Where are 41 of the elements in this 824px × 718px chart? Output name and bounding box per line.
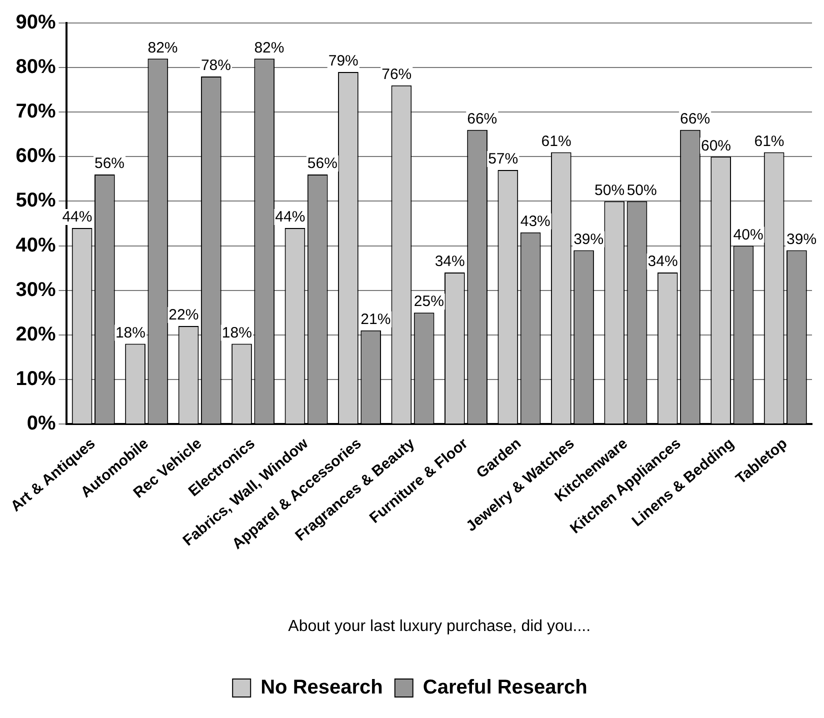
data-label: 66% (467, 110, 498, 128)
data-label: 78% (200, 57, 231, 74)
legend-label: Careful Research (422, 676, 588, 699)
data-label: 18% (222, 324, 252, 342)
data-label: 34% (648, 253, 678, 270)
y-tick-label: 60% (16, 145, 56, 168)
data-label: 39% (574, 230, 604, 248)
data-label: 18% (115, 324, 146, 342)
data-label: 21% (360, 311, 391, 328)
y-tick-label: 80% (16, 56, 56, 78)
y-tick-label: 50% (16, 190, 56, 212)
data-label: 56% (94, 155, 125, 172)
data-label: 82% (148, 39, 178, 56)
y-tick-label: 40% (16, 234, 56, 256)
y-tick-label: 20% (16, 323, 56, 346)
data-label: 76% (382, 66, 412, 84)
data-label: 61% (754, 132, 784, 150)
data-label: 40% (733, 226, 764, 244)
data-label: 34% (434, 253, 465, 270)
data-label: 22% (168, 306, 199, 324)
data-label: 44% (62, 208, 92, 226)
data-label: 60% (701, 137, 732, 154)
data-label: 57% (488, 150, 518, 168)
legend-label: No Research (260, 676, 383, 699)
data-label: 79% (328, 52, 358, 70)
data-label: 61% (541, 132, 572, 150)
data-label: 50% (626, 182, 657, 199)
y-tick-label: 70% (16, 100, 56, 123)
data-label: 43% (520, 213, 550, 230)
data-label: 66% (680, 110, 710, 128)
data-label: 39% (786, 230, 817, 248)
y-tick-label: 10% (16, 368, 56, 390)
y-tick-label: 30% (16, 278, 56, 301)
data-label: 25% (414, 293, 444, 310)
data-label: 44% (275, 208, 306, 226)
data-label: 50% (594, 182, 625, 199)
y-tick-label: 90% (16, 12, 56, 34)
data-label: 82% (254, 39, 284, 56)
data-label: 56% (307, 155, 338, 172)
y-tick-label: 0% (26, 412, 56, 434)
x-axis-title: About your last luxury purchase, did you.... (288, 618, 591, 635)
